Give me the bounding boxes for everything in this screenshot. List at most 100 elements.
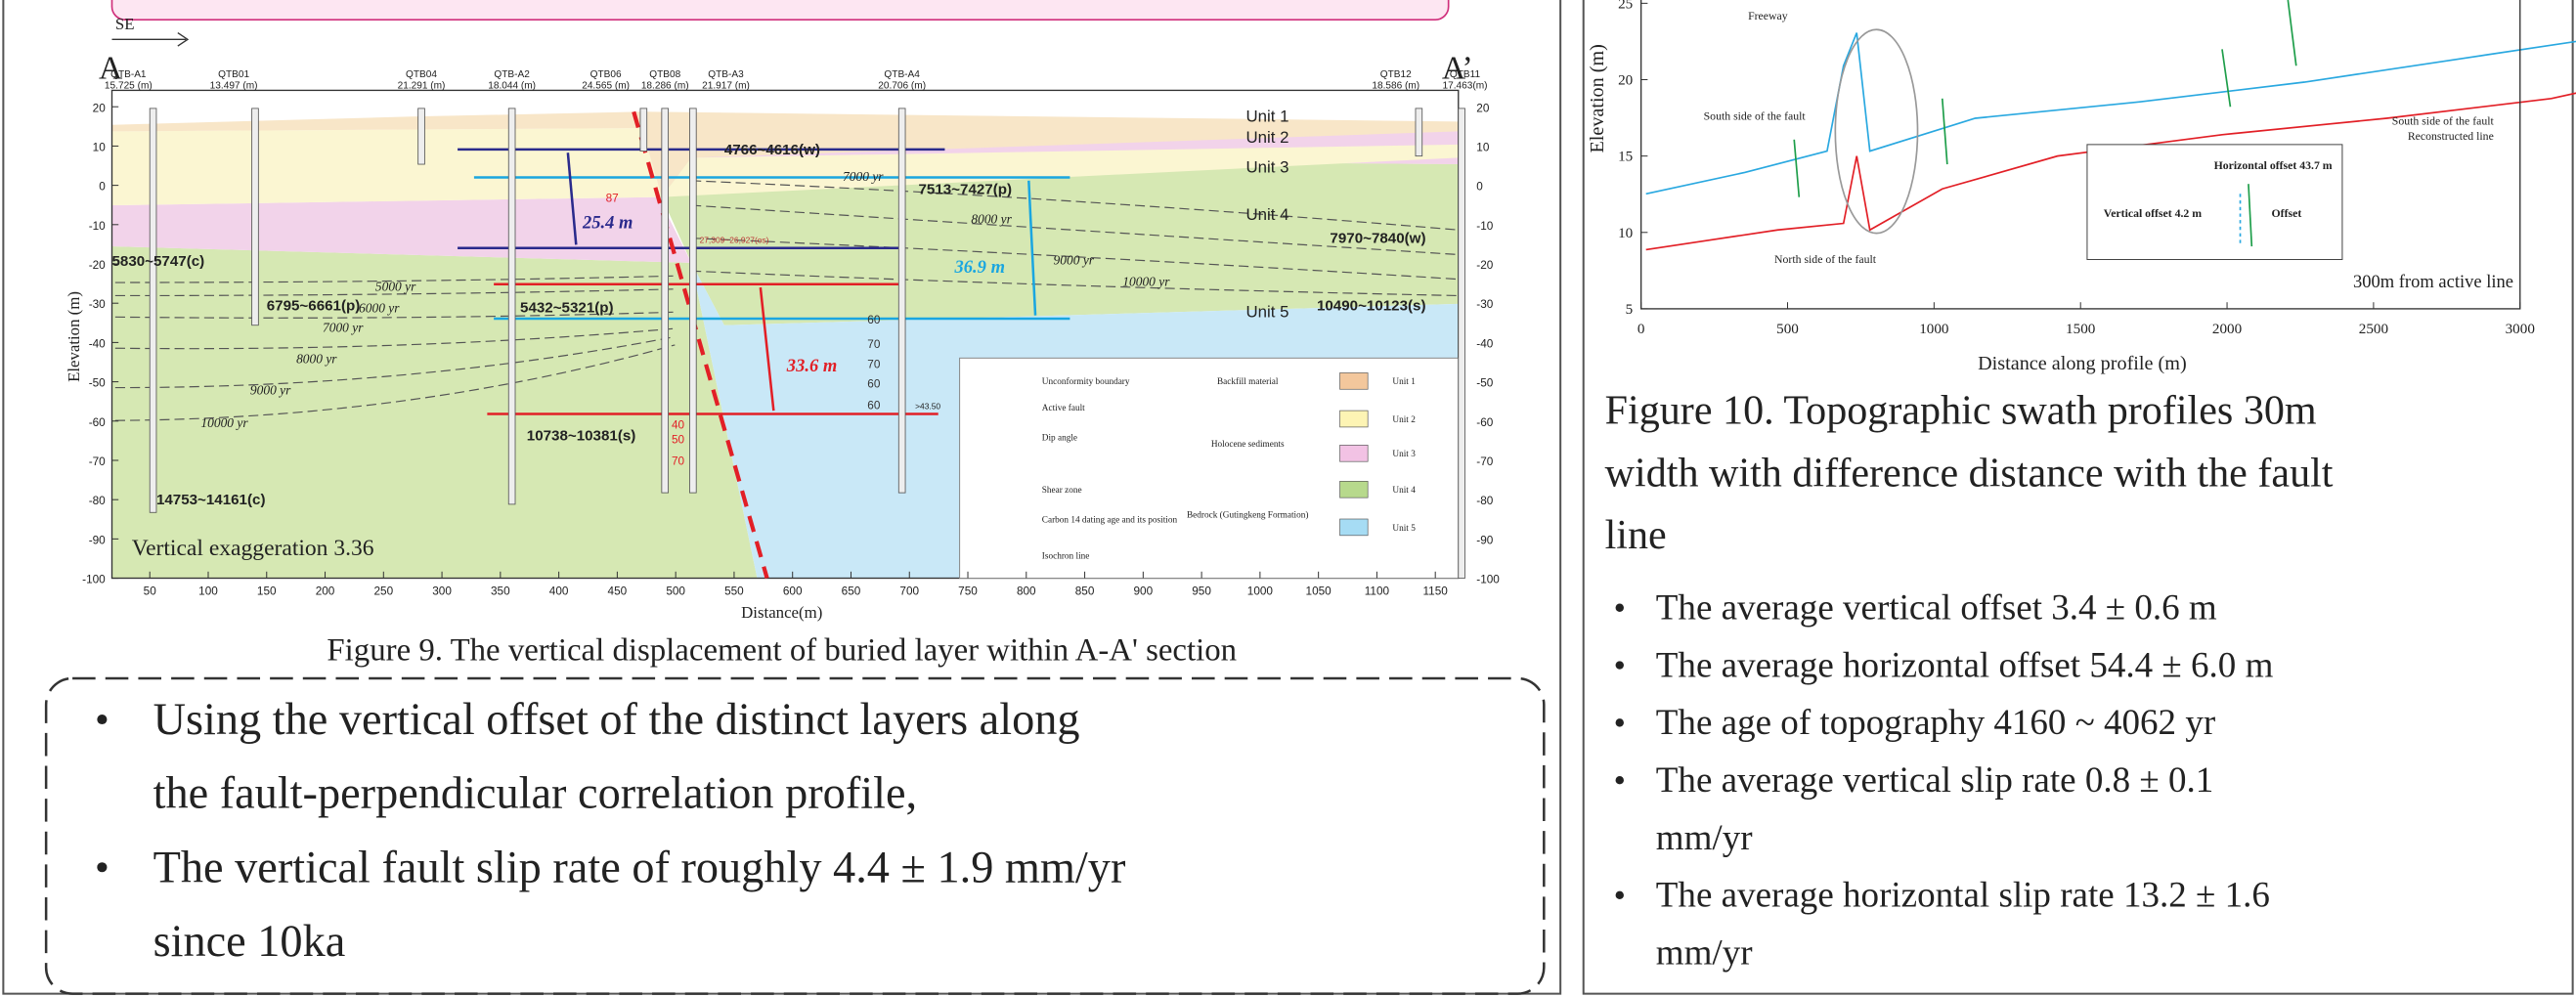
y-tick-label: -50	[89, 377, 106, 390]
unit-label: Unit 3	[1245, 157, 1288, 176]
carbon-age: 7513~7427(p)	[919, 181, 1013, 197]
y-tick-label: -70	[89, 455, 106, 468]
legend-unit-label: Unit 4	[1392, 486, 1416, 496]
isochron-label: 10000 yr	[200, 415, 248, 430]
x-axis-label: Distance(m)	[741, 603, 822, 622]
legend-symbol-label: Unconformity boundary	[1042, 377, 1130, 387]
legend-swatch	[1340, 411, 1369, 427]
bullet	[1616, 891, 1624, 899]
x-tick-label: 250	[373, 585, 393, 597]
x-tick-label: 150	[257, 585, 277, 597]
x-tick-label: 350	[491, 585, 510, 597]
legend-unit-label: Unit 5	[1392, 524, 1416, 534]
dip-label: 40	[672, 419, 685, 432]
x-tick-label: 1100	[1365, 585, 1390, 597]
bullet-text: The age of topography 4160 ~ 4062 yr	[1656, 703, 2215, 743]
legend-group-label: Holocene sediments	[1211, 440, 1285, 450]
isochron-label: 6000 yr	[359, 300, 400, 315]
x-tick-label: 200	[316, 585, 335, 597]
figure-caption: Figure 10. Topographic swath profiles 30…	[1605, 389, 2317, 434]
isochron-label: 9000 yr	[1054, 253, 1095, 268]
borehole-elevation: 18.586 (m)	[1372, 81, 1419, 92]
borehole-elevation: 21.291 (m)	[398, 81, 446, 92]
borehole-name: QTB-A1	[110, 69, 147, 80]
banner	[111, 0, 1448, 20]
legend-swatch	[1340, 519, 1369, 536]
legend-unit-label: Unit 1	[1392, 377, 1416, 387]
dip-label: 50	[672, 434, 685, 447]
legend-swatch	[1340, 372, 1369, 389]
borehole-name: QTB-A2	[494, 69, 530, 80]
borehole-name: QTB04	[406, 69, 437, 80]
x-tick-label: 400	[549, 585, 569, 597]
bullet-text: since 10ka	[153, 917, 346, 967]
carbon-age: 7970~7840(w)	[1330, 231, 1425, 247]
carbon-age: 14753~14161(c)	[156, 492, 266, 508]
dip-label: 87	[606, 193, 619, 205]
borehole-elevation: 13.497 (m)	[210, 81, 258, 92]
x-tick-label: 900	[1134, 585, 1154, 597]
y-tick-label: -10	[89, 220, 106, 233]
annotation: Horizontal offset 43.7 m	[2214, 159, 2333, 172]
y-tick-label: -20	[89, 259, 106, 272]
y-tick-label: 5	[1626, 302, 1634, 318]
bullet-text: The average horizontal offset 54.4 ± 6.0…	[1656, 645, 2274, 685]
bullet-text: The average vertical slip rate 0.8 ± 0.1	[1656, 760, 2213, 801]
bullet-text: mm/yr	[1656, 932, 1753, 973]
carbon-age: 4766~4616(w)	[724, 142, 820, 158]
annotation: South side of the fault	[1704, 110, 1807, 123]
y-tick-label-right: -10	[1476, 220, 1493, 233]
isochron-label: 7000 yr	[843, 169, 884, 184]
y-tick-label-right: -90	[1476, 534, 1493, 546]
isochron-label: 7000 yr	[323, 320, 364, 334]
y-tick-label: 15	[1618, 150, 1633, 165]
isochron-label: 8000 yr	[296, 351, 337, 366]
borehole-elevation: 15.725 (m)	[105, 81, 153, 92]
borehole-name: QTB01	[218, 69, 249, 80]
borehole	[1416, 108, 1422, 156]
borehole-name: QTB08	[649, 69, 680, 80]
figure-caption: Figure 9. The vertical displacement of b…	[327, 633, 1237, 669]
x-tick-label: 2500	[2359, 322, 2388, 337]
borehole-name: QTB12	[1380, 69, 1412, 80]
offset-label: 36.9 m	[954, 258, 1005, 278]
y-tick-label-right: 0	[1476, 181, 1483, 194]
exaggeration-note: Vertical exaggeration 3.36	[132, 536, 374, 561]
y-tick-label-right: -80	[1476, 495, 1493, 507]
borehole	[252, 108, 259, 325]
legend-swatch	[1340, 445, 1369, 461]
y-tick-label-right: 10	[1476, 141, 1490, 153]
x-tick-label: 950	[1192, 585, 1211, 597]
annotation: Reconstructed line	[2408, 130, 2494, 143]
annotation: North side of the fault	[1774, 253, 1877, 266]
y-tick-label: -60	[89, 416, 106, 429]
y-tick-label-right: -50	[1476, 377, 1493, 390]
y-tick-label: -90	[89, 534, 106, 546]
carbon-age: 10490~10123(s)	[1317, 298, 1426, 315]
x-tick-label: 1500	[2066, 322, 2095, 337]
bullet-text: The vertical fault slip rate of roughly …	[153, 843, 1126, 892]
bullet-text: The average horizontal slip rate 13.2 ± …	[1656, 876, 2270, 916]
dip-label: 60	[867, 378, 881, 391]
x-tick-label: 100	[198, 585, 218, 597]
y-tick-label-right: -100	[1476, 574, 1500, 586]
y-tick-label: 10	[1618, 226, 1633, 241]
bullet-text: mm/yr	[1656, 818, 1753, 858]
borehole-name: QTB-A3	[708, 69, 744, 80]
bullet	[97, 715, 107, 724]
borehole	[689, 108, 696, 493]
x-tick-label: 1150	[1423, 585, 1449, 597]
borehole-elevation: 21.917 (m)	[702, 81, 750, 92]
borehole-elevation: 17.463(m)	[1443, 81, 1488, 92]
x-tick-label: 50	[144, 585, 157, 597]
borehole	[662, 108, 669, 493]
y-tick-label: -80	[89, 495, 106, 507]
x-tick-label: 3000	[2506, 322, 2535, 337]
carbon-age: 27,309~26,927(os)	[700, 236, 769, 245]
borehole-name: QTB-A4	[884, 69, 920, 80]
offset-label: 25.4 m	[582, 214, 633, 234]
bullet	[1616, 604, 1624, 612]
borehole-name: QTB06	[590, 69, 622, 80]
unit-label: Unit 1	[1245, 107, 1288, 125]
legend-box	[960, 358, 1459, 578]
